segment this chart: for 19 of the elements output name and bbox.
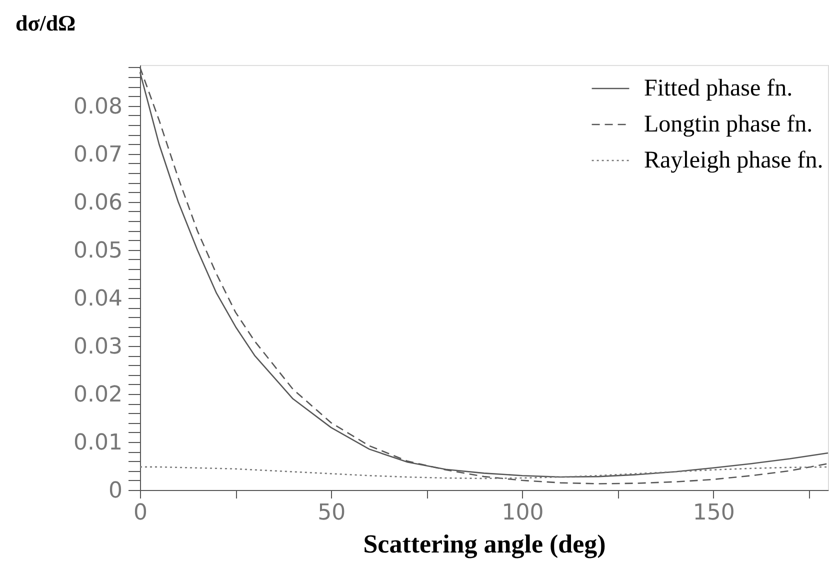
x-tick-label: 150: [692, 500, 735, 526]
y-tick-label: 0.03: [74, 334, 122, 360]
y-tick-label: 0.02: [74, 382, 122, 408]
y-tick-label: 0: [108, 478, 122, 504]
x-tick-label: 100: [502, 500, 544, 526]
y-axis-title: dσ/dΩ: [16, 10, 76, 36]
y-tick-label: 0.04: [74, 286, 122, 312]
y-tick-label: 0.05: [74, 238, 122, 264]
legend-label: Longtin phase fn.: [644, 112, 813, 138]
y-tick-label: 0.08: [74, 94, 122, 120]
x-tick-label: 50: [318, 500, 346, 526]
y-tick-label: 0.06: [74, 190, 122, 216]
legend-label: Rayleigh phase fn.: [644, 148, 824, 174]
legend-label: Fitted phase fn.: [644, 76, 793, 102]
x-axis-title: Scattering angle (deg): [363, 530, 606, 558]
y-tick-label: 0.07: [74, 142, 122, 168]
x-tick-label: 0: [134, 500, 148, 526]
y-tick-label: 0.01: [74, 430, 122, 456]
line-series: [139, 466, 829, 480]
